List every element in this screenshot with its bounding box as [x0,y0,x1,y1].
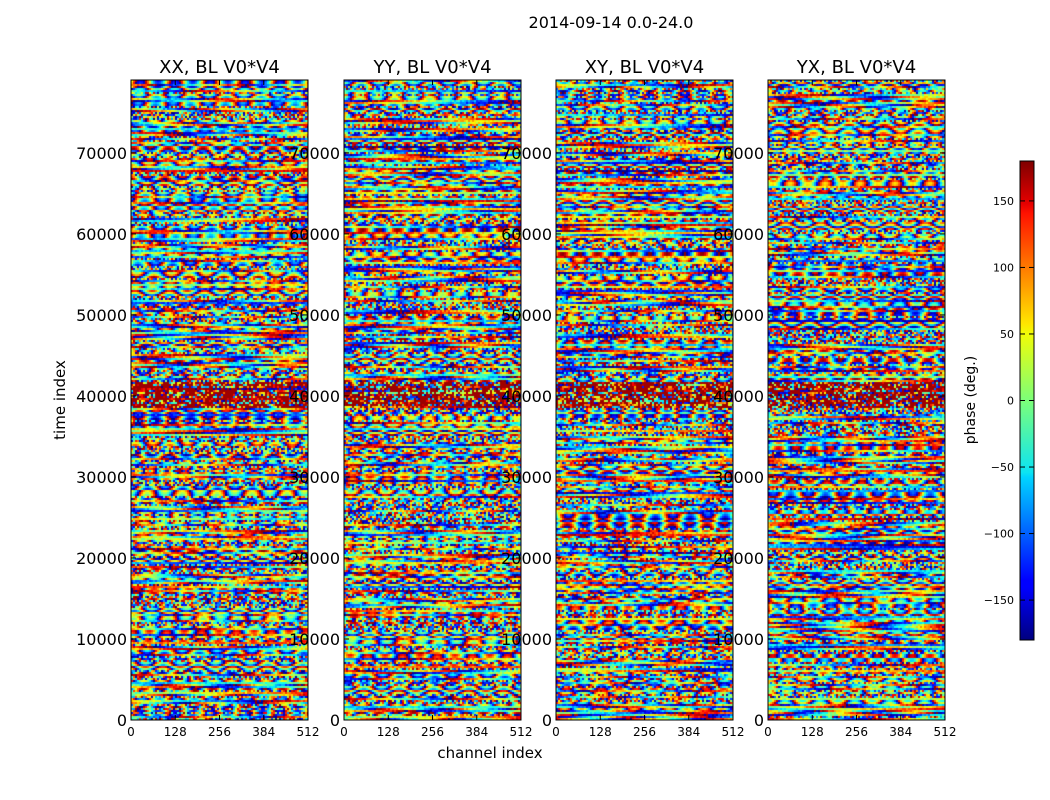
colorbar-tick-label: −50 [991,461,1014,474]
x-tick-label: 0 [127,725,135,739]
panel-1: XX, BL V0*V4 0 128 256 384 512 0 10000 20000 3000… [76,57,319,739]
x-tick-label: 256 [421,725,444,739]
x-tick-label: 0 [552,725,560,739]
panel-3: XY, BL V0*V4 0 128 256 384 512 0 10000 20000 3000… [501,57,744,739]
y-tick-label: 50000 [76,306,127,325]
panel-2: YY, BL V0*V4 0 128 256 384 512 0 10000 20000 3000… [289,57,532,739]
x-tick-label: 384 [252,725,275,739]
x-tick-label: 128 [377,725,400,739]
y-tick-label: 10000 [289,630,340,649]
x-tick-label: 256 [633,725,656,739]
y-tick-label: 60000 [501,225,552,244]
phase-image [131,80,308,720]
x-tick-label: 384 [465,725,488,739]
colorbar-tick-label: 50 [1000,328,1014,341]
phase-image [768,80,945,720]
x-tick-label: 512 [934,725,957,739]
x-tick-label: 256 [208,725,231,739]
y-tick-label: 40000 [501,387,552,406]
x-tick-label: 256 [845,725,868,739]
y-tick-label: 20000 [76,549,127,568]
panel-title: XX, BL V0*V4 [159,57,280,78]
y-tick-label: 60000 [76,225,127,244]
x-tick-label: 128 [589,725,612,739]
x-tick-label: 384 [677,725,700,739]
chart-title: 2014-09-14 0.0-24.0 [529,13,694,32]
y-tick-label: 70000 [76,144,127,163]
x-tick-label: 512 [722,725,745,739]
y-tick-label: 40000 [289,387,340,406]
colorbar-tick-label: −150 [984,594,1014,607]
panel-title: XY, BL V0*V4 [585,57,704,78]
y-tick-label: 70000 [713,144,764,163]
colorbar-tick-label: 0 [1007,395,1014,408]
x-tick-label: 384 [889,725,912,739]
x-axis-label: channel index [437,744,542,762]
colorbar-tick-label: 100 [993,261,1014,274]
panels: XX, BL V0*V4 0 128 256 384 512 0 10000 20000 3000… [76,57,956,739]
y-axis-label: time index [51,360,69,440]
y-tick-label: 40000 [76,387,127,406]
y-tick-label: 50000 [501,306,552,325]
colorbar-tick-label: 150 [993,195,1014,208]
y-tick-label: 20000 [501,549,552,568]
y-tick-label: 50000 [713,306,764,325]
y-tick-label: 70000 [289,144,340,163]
x-tick-label: 512 [510,725,533,739]
y-tick-label: 30000 [501,468,552,487]
phase-image [556,80,733,720]
y-tick-label: 20000 [713,549,764,568]
x-tick-label: 128 [164,725,187,739]
colorbar: 150 100 50 0 −50 −100 −150 phase (deg.) [963,160,1035,641]
panel-title: YX, BL V0*V4 [796,57,916,78]
y-tick-label: 30000 [289,468,340,487]
y-tick-label: 0 [754,711,764,730]
y-tick-label: 40000 [713,387,764,406]
colorbar-label: phase (deg.) [963,356,979,444]
x-tick-label: 512 [297,725,320,739]
y-tick-label: 70000 [501,144,552,163]
y-tick-label: 60000 [713,225,764,244]
x-tick-label: 0 [340,725,348,739]
y-tick-label: 50000 [289,306,340,325]
y-tick-label: 30000 [713,468,764,487]
phase-image [344,80,521,720]
y-tick-label: 0 [330,711,340,730]
y-tick-label: 10000 [76,630,127,649]
colorbar-tick-label: −100 [984,528,1014,541]
y-tick-label: 10000 [713,630,764,649]
y-tick-label: 30000 [76,468,127,487]
y-tick-label: 20000 [289,549,340,568]
y-tick-label: 10000 [501,630,552,649]
x-tick-label: 128 [801,725,824,739]
y-tick-label: 0 [542,711,552,730]
x-tick-label: 0 [764,725,772,739]
y-tick-label: 0 [117,711,127,730]
panel-title: YY, BL V0*V4 [372,57,491,78]
y-tick-label: 60000 [289,225,340,244]
panel-4: YX, BL V0*V4 0 128 256 384 512 0 10000 20000 3000… [713,57,956,739]
colorbar-ticks: 150 100 50 0 −50 −100 −150 [984,195,1034,607]
